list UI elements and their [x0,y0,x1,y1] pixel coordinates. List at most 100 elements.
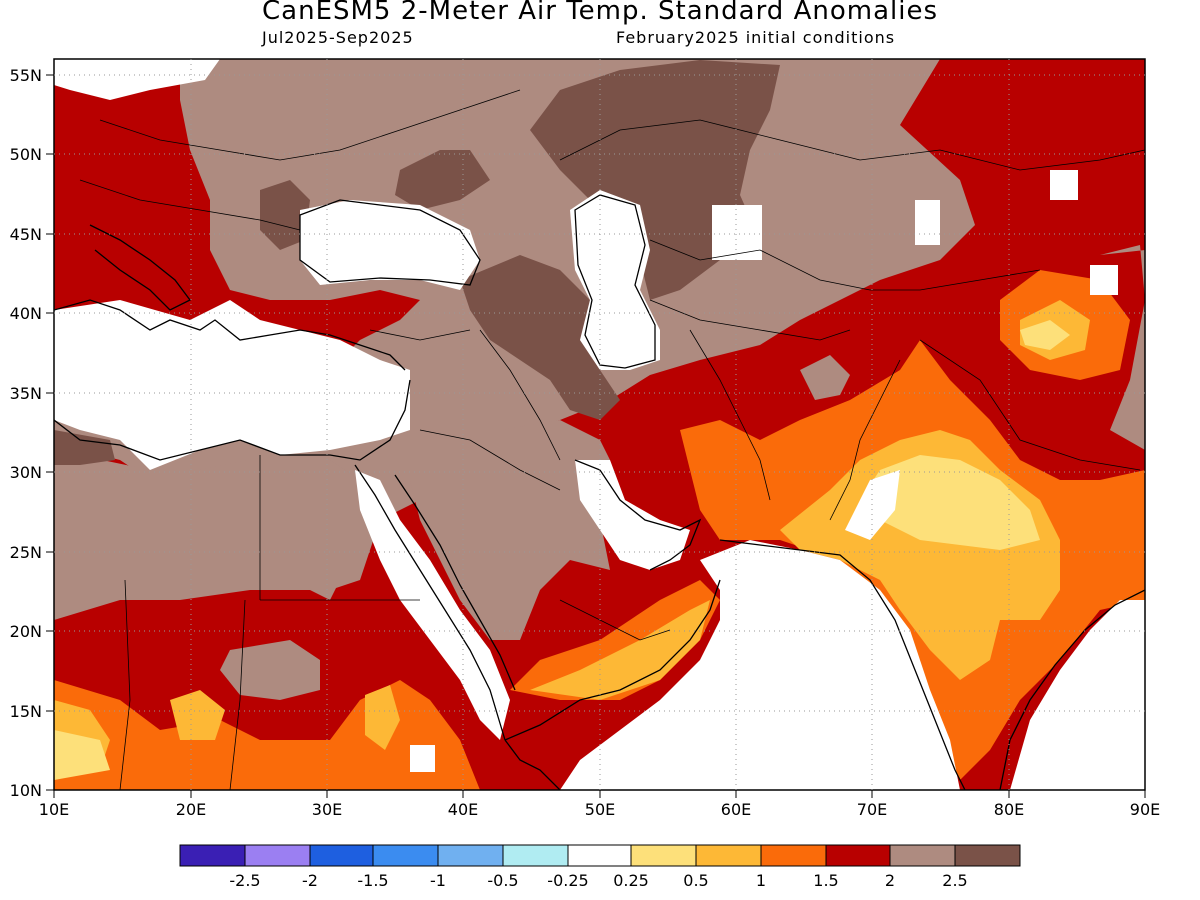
border-iran-iraq [479,329,561,461]
x-label-60e: 60E [721,800,751,819]
border-kazakh-south [649,239,1041,291]
y-label-40n: 40N [10,304,42,323]
x-label-50e: 50E [585,800,615,819]
anomaly-white-lake-tana [410,745,435,772]
coast-red-sea-west [354,464,506,741]
anomaly-brown-iran [800,355,850,400]
anomaly-white-aral-sea [712,205,762,260]
anomaly-brown-africa [54,450,380,620]
coast-red-sea-east [394,474,516,691]
coast-africa-north [54,379,411,461]
border-europe [99,89,521,161]
y-label-45n: 45N [10,225,42,244]
colorbar-label-6: 0.25 [613,871,649,890]
anomaly-white-balkhash [1050,170,1078,200]
anomaly-white-lake [1090,265,1118,295]
colorbar-label-1: -2 [302,871,318,890]
grid-lines [54,59,1145,790]
anomaly-white-aral [915,200,940,245]
x-label-30e: 30E [312,800,342,819]
colorbar-swatch-1 [244,844,311,867]
colorbar-swatch-0 [179,844,246,867]
coast-gulf [574,459,702,571]
country-borders [79,89,1145,790]
x-label-10e: 10E [39,800,69,819]
border-niger-chad [119,579,131,790]
map-title: CanESM5 2-Meter Air Temp. Standard Anoma… [262,0,938,26]
colorbar-swatch-9 [760,844,827,867]
border-pakistan-india [829,359,901,521]
colorbar-swatch-3 [372,844,439,867]
colorbar-label-0: -2.5 [229,871,260,890]
y-label-10n: 10N [10,781,42,800]
coastlines [54,194,1145,790]
anomaly-brown-sudan [220,640,320,700]
y-label-25n: 25N [10,543,42,562]
border-turkmenistan [649,299,851,341]
anomaly-yelloworange-arabia [530,600,710,700]
anomaly-lightyellow-xinjiang [1020,320,1070,350]
colorbar-label-5: -0.25 [547,871,588,890]
coast-caspian [574,194,656,369]
colorbar-swatch-4 [437,844,504,867]
initial-conditions: February2025 initial conditions [616,28,896,47]
y-label-15n: 15N [10,702,42,721]
coast-india-east [999,589,1145,790]
colorbar-label-4: -0.5 [487,871,518,890]
x-label-20e: 20E [176,800,206,819]
colorbar-label-10: 2 [885,871,895,890]
border-iran-afghanistan [689,329,771,501]
colorbar-swatch-8 [695,844,762,867]
anomaly-lightyellow-africa [54,730,110,780]
x-label-40e: 40E [448,800,478,819]
anomaly-darkbrown-romania [260,180,310,250]
y-label-50n: 50N [10,145,42,164]
anomaly-darkbrown-ukraine [395,150,490,210]
anomaly-white-caspian [570,190,660,370]
border-india-china [919,339,1141,471]
border-turkey-syria [369,329,471,341]
anomaly-white-gulf [575,460,690,570]
colorbar-label-7: 0.5 [683,871,708,890]
y-label-35n: 35N [10,384,42,403]
anomaly-white-bay-of-bengal [1010,600,1145,790]
colorbar-swatch-12 [954,844,1021,867]
y-label-55n: 55N [10,66,42,85]
x-label-90e: 90E [1130,800,1160,819]
coast-india-west [719,539,966,790]
colorbar-label-2: -1.5 [357,871,388,890]
border-saudi-iraq [419,429,561,491]
anomaly-field [54,59,1145,790]
anomaly-lightyellow-india [860,455,1040,550]
anomaly-white-north-sea [54,59,220,100]
border-chad-sudan [229,599,246,790]
colorbar-label-11: 2.5 [942,871,967,890]
y-axis-labels: 10N 15N 20N 25N 30N 35N 40N 45N 50N 55N [10,66,42,800]
colorbar-label-3: -1 [430,871,446,890]
x-axis-labels: 10E 20E 30E 40E 50E 60E 70E 80E 90E [39,800,1160,819]
anomaly-darkbrown-caucasus-iran [460,255,620,420]
x-label-70e: 70E [857,800,887,819]
colorbar-swatch-6 [567,844,632,867]
colorbar-swatch-11 [889,844,956,867]
anomaly-darkbrown-libya [54,430,115,465]
border-kazakhstan [559,119,1145,171]
colorbar: -2.5 -2 -1.5 -1 -0.5 -0.25 0.25 0.5 1 1.… [179,844,1021,890]
colorbar-label-8: 1 [756,871,766,890]
coast-arabia-south [504,579,721,741]
axis-ticks [46,74,1146,798]
anomaly-yelloworange-ethiopia [365,685,400,750]
colorbar-swatch-5 [502,844,569,867]
y-label-20n: 20N [10,622,42,641]
colorbar-swatch-2 [309,844,374,867]
coast-adriatic-italy [89,224,191,311]
colorbar-swatch-10 [825,844,891,867]
anomaly-white-red-sea [355,470,510,740]
y-label-30n: 30N [10,463,42,482]
anomaly-yelloworange-sudan [170,690,225,740]
coast-africa-horn [504,739,561,790]
coast-black-sea [299,199,481,286]
colorbar-label-9: 1.5 [813,871,838,890]
border-europe-south [79,179,301,231]
